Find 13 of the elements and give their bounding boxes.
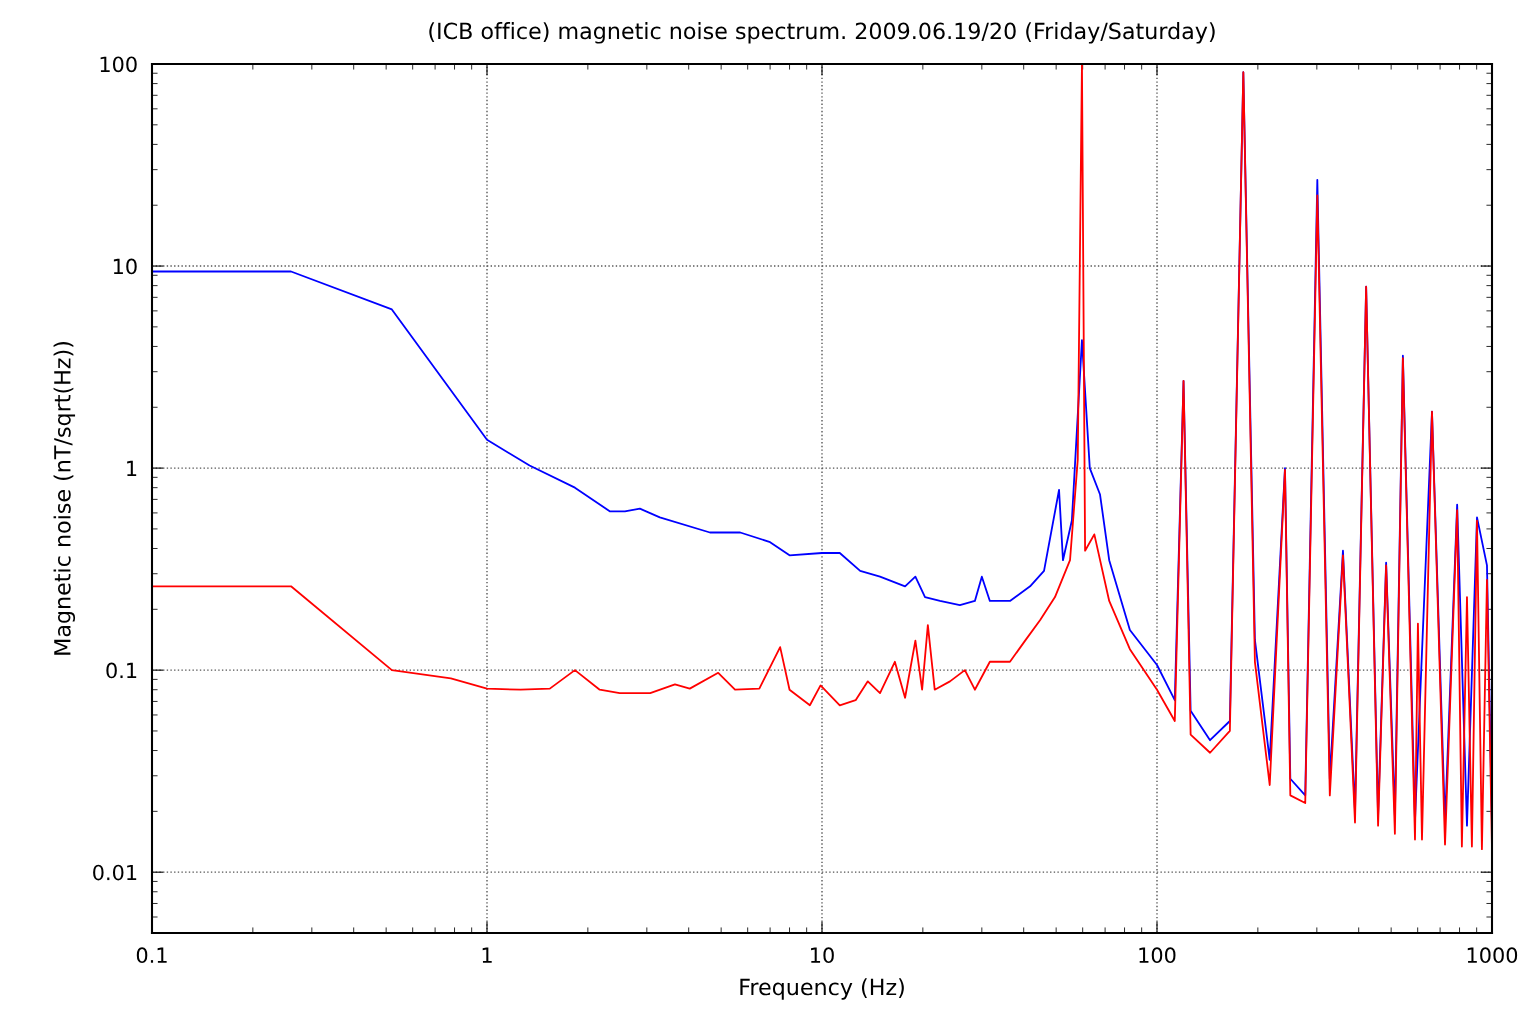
x-tick-label: 1000 xyxy=(1467,947,1518,964)
y-axis-title: Magnetic noise (nT/sqrt(Hz)) xyxy=(53,342,76,655)
x-tick-label: 10 xyxy=(811,947,834,964)
x-tick-label: 100 xyxy=(1139,947,1176,964)
y-tick-label: 0.1 xyxy=(106,662,137,679)
y-tick-label: 0.01 xyxy=(93,864,137,881)
x-tick-label: 0.1 xyxy=(136,947,167,964)
y-tick-label: 1 xyxy=(127,460,137,476)
y-tick-label: 100 xyxy=(100,56,137,73)
x-axis-title: Frequency (Hz) xyxy=(740,978,904,1000)
y-tick-label: 10 xyxy=(113,258,137,275)
x-tick-label: 1 xyxy=(482,947,492,963)
chart-title: (ICB office) magnetic noise spectrum. 2009.06.19/20 (Friday/Saturday) xyxy=(429,22,1215,44)
